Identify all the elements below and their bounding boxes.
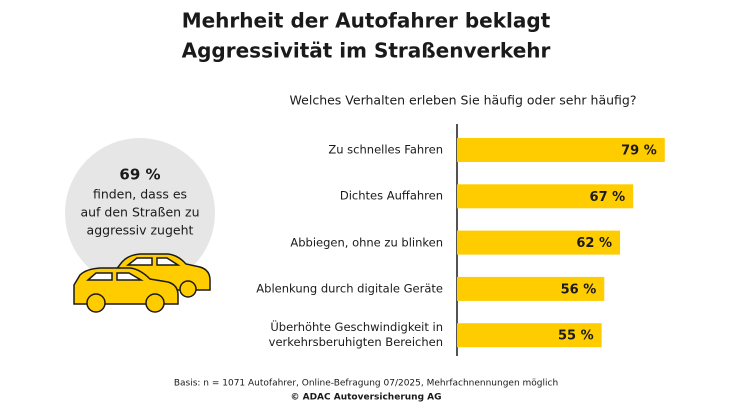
bar xyxy=(457,323,602,348)
bar xyxy=(457,276,605,301)
callout-text: aggressiv zugeht xyxy=(87,223,194,238)
footnote: © ADAC Autoversicherung AG xyxy=(290,393,441,403)
value-label: 56 % xyxy=(561,282,597,297)
bar xyxy=(457,138,665,162)
value-label: 79 % xyxy=(621,144,657,159)
chart-title: Aggressivität im Straßenverkehr xyxy=(182,39,551,63)
category-label: Ablenkung durch digitale Geräte xyxy=(256,281,443,296)
callout-circle xyxy=(65,138,215,288)
callout-headline: 69 % xyxy=(119,166,160,184)
car-front xyxy=(73,267,179,313)
category-label: Zu schnelles Fahren xyxy=(328,142,443,157)
value-label: 67 % xyxy=(590,190,626,205)
chart-subtitle: Welches Verhalten erleben Sie häufig ode… xyxy=(290,93,637,108)
value-label: 62 % xyxy=(576,236,612,251)
category-label: Abbiegen, ohne zu blinken xyxy=(290,235,443,250)
callout-text: auf den Straßen zu xyxy=(80,205,199,220)
bar xyxy=(457,230,621,255)
callout-text: finden, dass es xyxy=(93,187,187,202)
category-label: Dichtes Auffahren xyxy=(339,188,443,203)
category-label: Überhöhte Geschwindigkeit in verkehrsber… xyxy=(268,320,443,350)
value-label: 55 % xyxy=(558,329,594,344)
chart-title: Mehrheit der Autofahrer beklagt xyxy=(182,9,551,33)
bar xyxy=(457,184,634,209)
footnote: Basis: n = 1071 Autofahrer, Online-Befra… xyxy=(174,379,558,389)
